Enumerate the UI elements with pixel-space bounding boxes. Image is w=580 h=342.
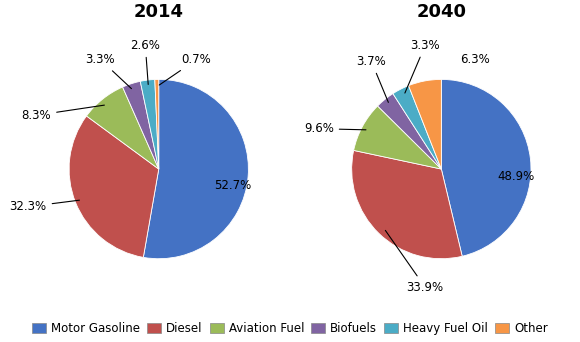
Wedge shape (69, 116, 159, 258)
Wedge shape (408, 79, 441, 169)
Text: 9.6%: 9.6% (304, 122, 366, 135)
Text: 33.9%: 33.9% (385, 231, 444, 294)
Text: 6.3%: 6.3% (461, 53, 490, 66)
Wedge shape (122, 81, 159, 169)
Wedge shape (86, 87, 159, 169)
Wedge shape (378, 94, 441, 169)
Legend: Motor Gasoline, Diesel, Aviation Fuel, Biofuels, Heavy Fuel Oil, Other: Motor Gasoline, Diesel, Aviation Fuel, B… (28, 317, 552, 340)
Wedge shape (155, 79, 159, 169)
Title: 2014: 2014 (134, 3, 184, 21)
Text: 8.3%: 8.3% (21, 105, 104, 122)
Wedge shape (441, 79, 531, 256)
Wedge shape (393, 86, 441, 169)
Text: 2.6%: 2.6% (130, 39, 160, 84)
Text: 3.7%: 3.7% (357, 55, 389, 102)
Text: 32.3%: 32.3% (9, 200, 79, 213)
Text: 52.7%: 52.7% (215, 179, 252, 192)
Title: 2040: 2040 (416, 3, 466, 21)
Wedge shape (354, 106, 441, 169)
Wedge shape (143, 79, 248, 259)
Text: 0.7%: 0.7% (160, 53, 211, 85)
Text: 3.3%: 3.3% (86, 53, 132, 89)
Text: 48.9%: 48.9% (497, 170, 534, 183)
Wedge shape (140, 79, 159, 169)
Text: 3.3%: 3.3% (405, 39, 440, 93)
Wedge shape (351, 150, 462, 259)
